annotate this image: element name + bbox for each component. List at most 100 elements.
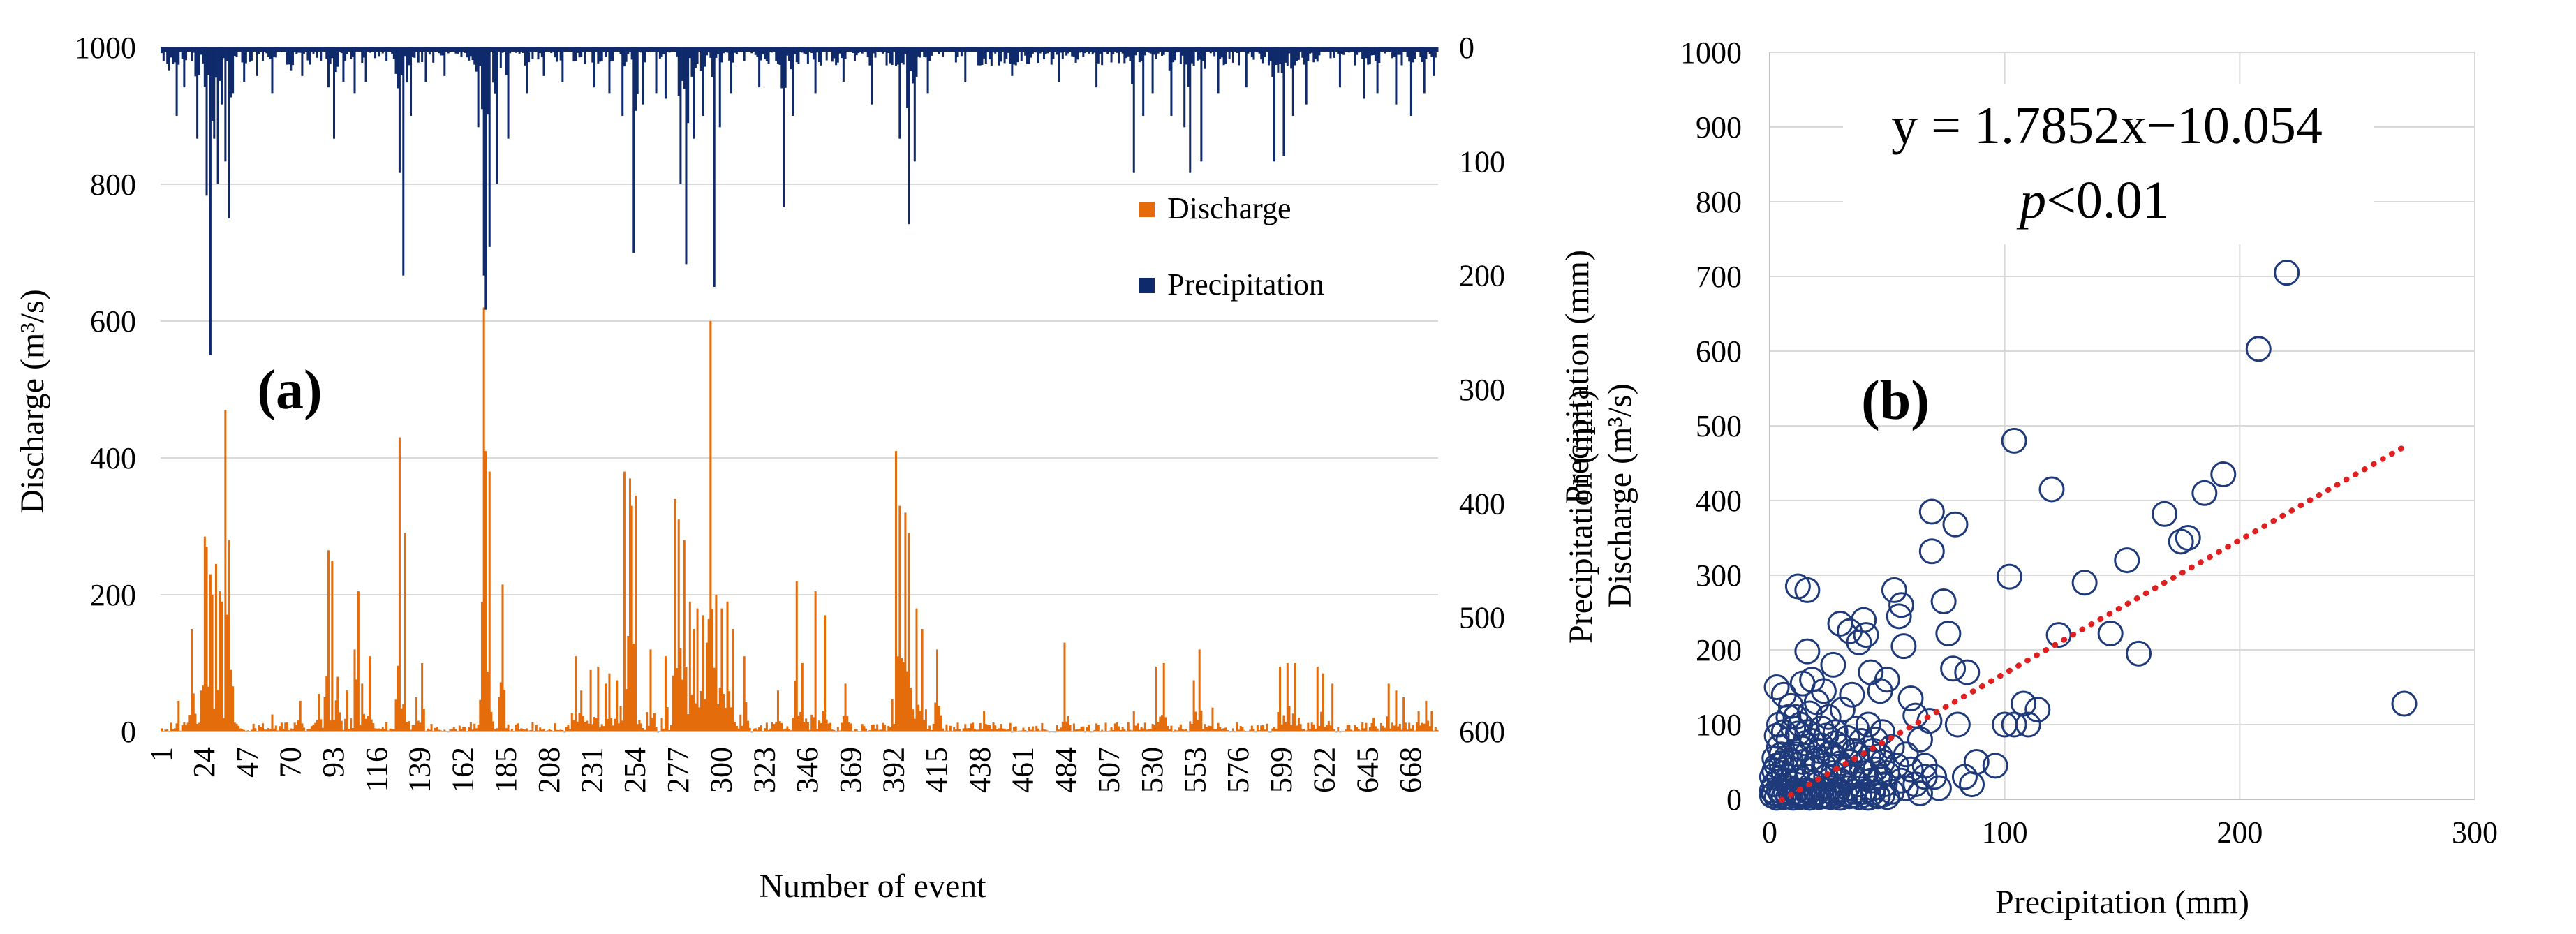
discharge-bar <box>340 720 343 732</box>
precipitation-bar <box>1065 47 1068 56</box>
discharge-bar <box>526 728 528 732</box>
precipitation-bar <box>803 47 806 54</box>
precipitation-bar <box>865 47 868 52</box>
precipitation-bar <box>357 47 360 52</box>
precipitation-bar <box>1140 47 1143 61</box>
precipitation-bar <box>681 47 684 81</box>
precipitation-bar <box>904 47 907 54</box>
discharge-bar <box>383 729 386 732</box>
discharge-bar <box>1058 729 1060 732</box>
precipitation-bar <box>1428 47 1431 55</box>
precipitation-bar <box>1104 47 1107 52</box>
discharge-bar <box>646 712 649 732</box>
discharge-bar <box>773 724 776 732</box>
precipitation-bar <box>487 47 489 115</box>
precipitation-bar <box>825 47 828 61</box>
discharge-bar <box>1427 720 1430 732</box>
discharge-bar <box>271 714 274 732</box>
precipitation-bar <box>861 47 864 54</box>
precipitation-bar <box>628 47 631 52</box>
precipitation-bar <box>441 47 444 56</box>
discharge-bar <box>806 722 809 732</box>
precipitation-bar <box>372 47 375 52</box>
precipitation-bar <box>1389 47 1392 52</box>
discharge-bar <box>705 642 708 732</box>
panel-a-precipitation-series <box>161 47 1439 355</box>
precipitation-bar <box>291 47 294 66</box>
panel-a-y-axis-title: Discharge (m³/s) <box>14 289 51 513</box>
scatter-point <box>1810 678 1837 704</box>
precipitation-bar <box>428 47 431 55</box>
precipitation-bar <box>676 47 679 57</box>
precipitation-bar <box>166 47 169 64</box>
precipitation-bar <box>906 47 909 108</box>
discharge-bar <box>1384 727 1386 732</box>
scatter-point <box>1763 722 1790 749</box>
discharge-bar <box>608 673 611 732</box>
discharge-bar <box>632 644 635 732</box>
precipitation-bar <box>469 47 472 57</box>
discharge-bar <box>1028 727 1030 732</box>
precipitation-bar <box>795 47 798 63</box>
scatter-point <box>1820 780 1846 806</box>
precipitation-bar <box>424 47 427 82</box>
discharge-bar <box>430 724 433 732</box>
precipitation-bar <box>1357 47 1360 53</box>
discharge-bar <box>775 722 778 732</box>
discharge-bar <box>1208 725 1211 732</box>
y-tick-label: 300 <box>1696 558 1742 593</box>
discharge-bar <box>1189 721 1192 732</box>
x-tick-label: 208 <box>532 747 566 793</box>
precipitation-bar <box>1264 47 1266 57</box>
precipitation-bar <box>1072 47 1075 57</box>
precipitation-bar <box>898 47 901 139</box>
precipitation-bar <box>994 47 997 54</box>
precipitation-bar <box>228 47 230 218</box>
precipitation-bar <box>1412 47 1414 63</box>
discharge-bar <box>1361 722 1364 732</box>
precipitation-bar <box>960 47 963 57</box>
precipitation-bar <box>361 47 364 63</box>
precipitation-bar <box>1386 47 1389 52</box>
precipitation-bar <box>1406 47 1409 57</box>
discharge-bar <box>795 581 798 732</box>
discharge-bar <box>1400 729 1403 732</box>
x-tick-label: 645 <box>1350 747 1384 793</box>
discharge-bar <box>896 656 899 732</box>
precipitation-bar <box>718 47 721 128</box>
discharge-bar <box>674 498 676 732</box>
precipitation-bar <box>724 47 727 52</box>
discharge-bar <box>842 716 845 732</box>
precipitation-bar <box>1400 47 1403 66</box>
precipitation-bar <box>1379 47 1382 52</box>
scatter-point <box>1860 779 1886 806</box>
precipitation-bar <box>1101 47 1104 66</box>
discharge-bar <box>1299 724 1302 732</box>
precipitation-bar <box>786 47 789 56</box>
panel-a-y-tick-labels: 0 200 400 600 800 1000 <box>75 31 136 749</box>
discharge-bar <box>1153 725 1156 732</box>
precipitation-bar <box>1137 47 1139 52</box>
discharge-bar <box>726 601 729 732</box>
precipitation-bar <box>602 47 605 52</box>
precipitation-bar <box>1112 47 1115 54</box>
discharge-bar <box>524 729 526 732</box>
precipitation-bar <box>962 47 965 52</box>
precipitation-bar <box>617 47 620 52</box>
discharge-bar <box>1250 725 1253 732</box>
discharge-bar <box>651 718 654 732</box>
scatter-point <box>1940 655 1967 682</box>
precipitation-bar <box>181 47 184 59</box>
precipitation-bar <box>1409 47 1412 116</box>
discharge-bar <box>1346 724 1349 732</box>
discharge-bar <box>1285 722 1287 732</box>
discharge-bar <box>1037 728 1039 732</box>
precipitation-bar <box>391 47 394 54</box>
discharge-bar <box>1042 729 1045 732</box>
precipitation-bar <box>912 47 915 84</box>
precipitation-bar <box>597 47 600 64</box>
discharge-bar <box>1164 717 1167 732</box>
precipitation-bar <box>1099 47 1102 54</box>
discharge-bar <box>1291 713 1294 732</box>
scatter-point <box>1907 780 1933 806</box>
